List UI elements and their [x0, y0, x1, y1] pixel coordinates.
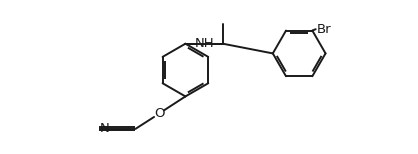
Text: O: O	[154, 107, 164, 120]
Text: N: N	[100, 122, 110, 135]
Text: Br: Br	[317, 23, 332, 36]
Text: NH: NH	[194, 37, 214, 50]
